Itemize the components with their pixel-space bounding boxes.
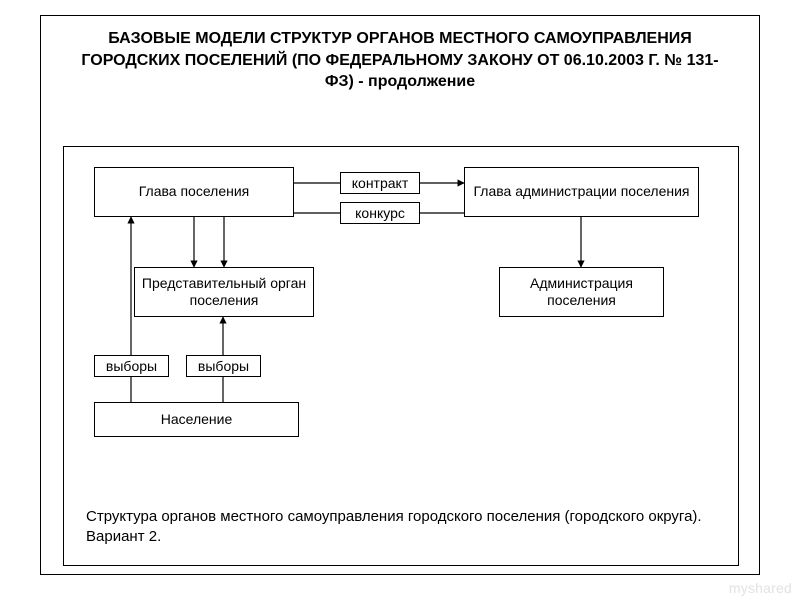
caption: Структура органов местного самоуправлени… bbox=[86, 507, 716, 548]
label-elections-2: выборы bbox=[186, 355, 261, 377]
label-competition: конкурс bbox=[340, 202, 420, 224]
page-title: БАЗОВЫЕ МОДЕЛИ СТРУКТУР ОРГАНОВ МЕСТНОГО… bbox=[41, 16, 759, 101]
node-administration: Администрация поселения bbox=[499, 267, 664, 317]
node-population: Население bbox=[94, 402, 299, 437]
node-head-of-settlement: Глава поселения bbox=[94, 167, 294, 217]
outer-frame: БАЗОВЫЕ МОДЕЛИ СТРУКТУР ОРГАНОВ МЕСТНОГО… bbox=[40, 15, 760, 575]
label-contract: контракт bbox=[340, 172, 420, 194]
node-representative-body: Представительный орган поселения bbox=[134, 267, 314, 317]
node-head-of-administration: Глава администрации поселения bbox=[464, 167, 699, 217]
label-elections-1: выборы bbox=[94, 355, 169, 377]
watermark: myshared bbox=[729, 580, 792, 596]
diagram-frame: Глава поселения Глава администрации посе… bbox=[63, 146, 739, 566]
